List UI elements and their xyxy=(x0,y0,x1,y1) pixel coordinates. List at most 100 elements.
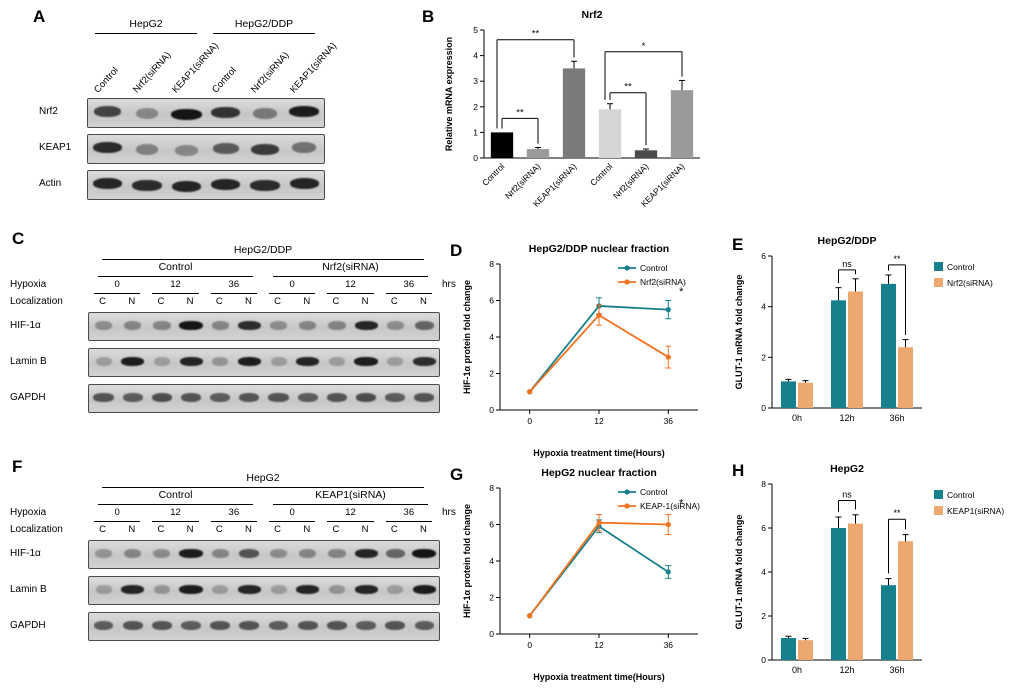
cell-line-underline xyxy=(95,33,197,35)
blot-band xyxy=(153,320,171,330)
western-blot-a: HepG2 HepG2/DDP Control Nrf2(siRNA) KEAP1(si… xyxy=(25,10,355,220)
y-tick-label: 1 xyxy=(473,127,478,137)
blot-band xyxy=(239,548,260,558)
localization-value: C xyxy=(157,524,165,535)
blot-row-label: HIF-1α xyxy=(10,547,41,559)
hours-underline xyxy=(152,521,199,523)
y-axis-label: HIF-1α protein fold change xyxy=(462,504,472,618)
hours-underline xyxy=(210,293,257,295)
localization-value: N xyxy=(303,296,311,307)
y-axis-label: HIF-1α protein fold change xyxy=(462,280,472,394)
localization-value: C xyxy=(332,524,340,535)
bar xyxy=(781,638,796,660)
blot-band xyxy=(211,106,240,118)
localization-value: C xyxy=(215,524,223,535)
blot-band xyxy=(132,179,162,191)
blot-row-label: GAPDH xyxy=(10,619,46,631)
blot-band xyxy=(297,620,318,630)
bar xyxy=(831,300,846,408)
hypoxia-hours: 0 xyxy=(289,279,295,290)
y-tick-label: 4 xyxy=(473,51,478,61)
localization-value: N xyxy=(419,524,427,535)
localization-value: N xyxy=(244,524,252,535)
blot-band xyxy=(92,178,123,190)
panel-label-g: G xyxy=(450,465,464,484)
blot-band xyxy=(122,392,143,402)
blot-band xyxy=(414,392,435,402)
lane-label: KEAP1(siRNA) xyxy=(288,40,340,96)
blot-band xyxy=(179,548,203,558)
blot-band xyxy=(289,178,320,190)
blot-band xyxy=(251,144,279,156)
localization-value: C xyxy=(215,296,223,307)
cell-line-label: HepG2 xyxy=(246,472,280,484)
bar xyxy=(798,382,813,408)
legend-label: Control xyxy=(640,263,668,273)
chart-d-mount: HepG2/DDP nuclear fraction HIF-1α protein… xyxy=(460,238,712,469)
x-tick-label: Control xyxy=(480,161,507,188)
blot-band xyxy=(239,620,260,630)
blot-strip xyxy=(88,576,440,605)
x-tick-label: 0h xyxy=(792,413,802,423)
blot-band xyxy=(93,620,114,630)
blot-band xyxy=(95,320,113,330)
panel-label-a: A xyxy=(33,7,46,26)
localization-value: C xyxy=(274,296,282,307)
hrs-label: hrs xyxy=(442,279,456,290)
x-axis-label: Hypoxia treatment time(Hours) xyxy=(533,672,665,682)
data-point xyxy=(665,569,671,575)
hours-underline xyxy=(269,521,316,523)
chart-title: Nrf2 xyxy=(581,9,602,21)
blot-band xyxy=(268,620,289,630)
chart-g-mount: HepG2 nuclear fraction HIF-1α protein fol… xyxy=(460,462,712,693)
blot-band xyxy=(292,142,317,154)
blot-band xyxy=(387,584,404,594)
chart-h: HepG2 GLUT-1 mRNA fold change 0 2 4 6 8 0h 12h 36… xyxy=(734,463,1004,675)
blot-band xyxy=(95,584,112,594)
series-line xyxy=(528,521,669,617)
bar xyxy=(831,528,846,660)
bar xyxy=(881,283,896,408)
bar xyxy=(781,381,796,408)
blot-band xyxy=(180,392,202,402)
sig-label: ** xyxy=(532,29,540,40)
blot-band xyxy=(179,584,203,594)
y-tick-label: 6 xyxy=(489,520,494,530)
blot-band xyxy=(93,142,123,154)
cell-line-label: HepG2/DDP xyxy=(234,18,294,30)
localization-value: N xyxy=(128,296,136,307)
blot-row-label: Nrf2 xyxy=(39,106,58,117)
localization-value: N xyxy=(186,296,194,307)
cell-line-label: HepG2/DDP xyxy=(233,244,293,256)
localization-value: N xyxy=(303,524,311,535)
localization-value: C xyxy=(157,296,165,307)
blot-band xyxy=(328,356,345,366)
legend-marker xyxy=(624,265,630,271)
panel-label-e: E xyxy=(732,235,744,254)
bar xyxy=(598,109,622,158)
x-tick-label: 0 xyxy=(527,416,532,426)
legend-label: KEAP-1(siRNA) xyxy=(640,501,700,511)
localization-value: N xyxy=(361,296,369,307)
legend-swatch xyxy=(934,490,943,499)
y-tick-label: 4 xyxy=(761,567,766,577)
bar xyxy=(562,68,586,158)
blot-band xyxy=(212,356,229,366)
blot-band xyxy=(170,108,202,120)
subgroup-underline xyxy=(273,276,428,278)
blot-band xyxy=(354,548,378,558)
blot-band xyxy=(237,356,262,366)
hypoxia-hours: 36 xyxy=(228,507,240,518)
y-tick-label: 6 xyxy=(489,296,494,306)
bar xyxy=(634,150,658,158)
hrs-label: hrs xyxy=(442,507,456,518)
blot-band xyxy=(386,320,404,330)
blot-band xyxy=(385,392,406,402)
sig-label: ** xyxy=(516,107,524,118)
bar xyxy=(881,585,896,660)
localization-value: C xyxy=(390,524,398,535)
x-axis-label: Hypoxia treatment time(Hours) xyxy=(533,448,665,458)
hypoxia-hours: 0 xyxy=(114,279,120,290)
blot-band xyxy=(179,356,203,366)
y-axis-label: GLUT-1 mRNA fold change xyxy=(734,275,744,390)
